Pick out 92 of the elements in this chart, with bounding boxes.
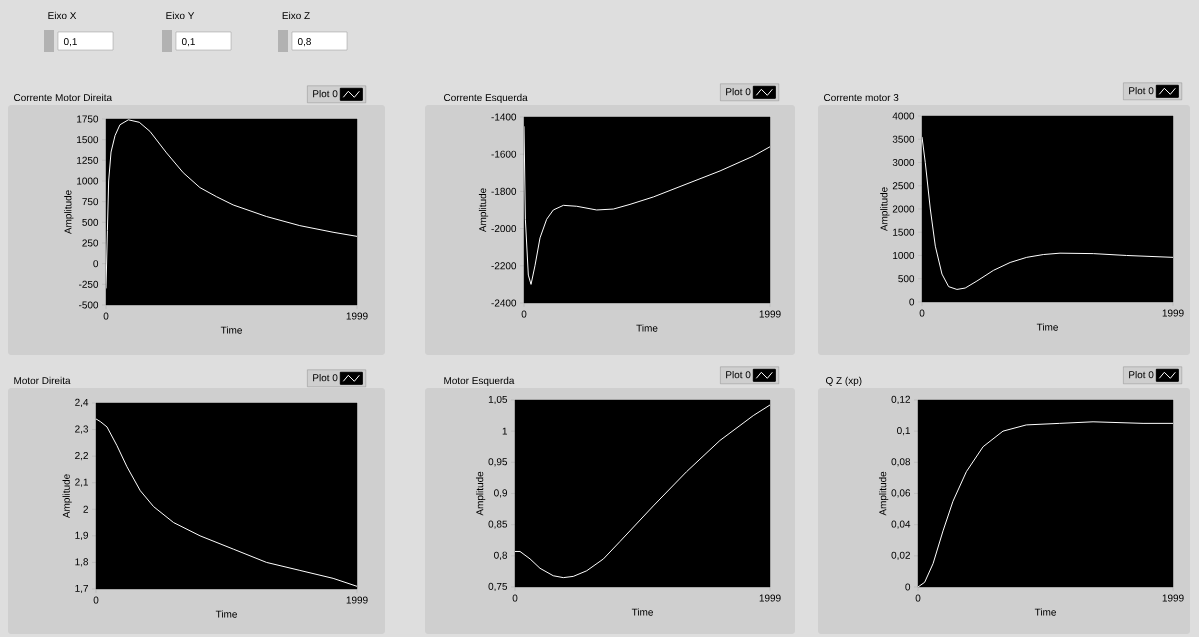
x-tick-label: 1999 [1162,309,1184,317]
y-tick-label: 0,9 [494,489,508,498]
x-axis-title: Time [631,608,653,616]
chart-title: Motor Esquerda [444,376,515,387]
text: Eixo Y [166,11,195,20]
y-axis-title: Amplitude [878,471,889,516]
x-axis-title: Time [636,324,658,332]
chart-title: Q Z (xp) [825,376,862,387]
legend-label: Plot 0 [1129,86,1154,95]
y-tick-label: 0,75 [488,582,508,592]
y-tick-label: 0 [909,298,915,306]
y-tick-label: 0 [905,583,911,591]
x-axis-title: Time [220,326,242,334]
line-series [918,421,1174,587]
y-tick-label: -2000 [491,225,517,233]
y-tick-label: 750 [82,198,99,206]
x-tick-label: 1999 [1162,594,1184,602]
text: Eixo Z [282,11,310,20]
text: 0,1 [63,38,77,47]
y-tick-label: 2,3 [75,425,89,434]
y-axis-title: Amplitude [478,188,489,233]
text: Eixo X [48,11,77,20]
y-tick-label: 0,85 [488,520,508,529]
y-tick-label: 250 [82,239,99,247]
y-tick-label: 1500 [893,228,915,236]
y-tick-label: 3000 [892,158,915,167]
x-tick-label: 0 [915,594,921,602]
y-tick-label: -500 [78,301,99,309]
y-tick-label: 0,02 [891,551,910,560]
y-tick-label: -2200 [491,262,517,270]
x-tick-label: 1999 [346,596,368,604]
y-tick-label: 500 [898,275,915,283]
x-tick-label: 0 [521,310,527,318]
x-tick-label: 1999 [759,310,781,318]
y-tick-label: 1,7 [75,584,88,594]
y-tick-label: 2000 [892,205,915,213]
y-tick-label: 2 [83,505,88,513]
chart-title: Motor Direita [14,376,71,385]
y-tick-label: 4000 [892,112,915,120]
y-tick-label: 1000 [893,251,915,260]
y-tick-label: 2,4 [75,398,89,408]
y-axis-title: Amplitude [880,187,890,232]
legend-label: Plot 0 [726,87,751,96]
line-series [922,136,1174,290]
y-tick-label: 1 [502,427,508,435]
x-tick-label: 1999 [759,594,781,602]
y-tick-label: 0 [93,260,99,268]
y-tick-label: 1250 [77,156,99,164]
y-tick-label: 1,9 [75,531,89,540]
x-axis-title: Time [215,610,237,618]
y-tick-label: 0,06 [891,489,911,498]
line-series [515,404,771,579]
legend-label: Plot 0 [726,370,751,379]
line-series [106,119,358,289]
y-tick-label: -250 [78,280,99,288]
y-tick-label: -1800 [491,187,517,195]
y-tick-label: 0,08 [891,458,911,467]
line-series [96,418,358,587]
y-tick-label: 500 [82,218,99,226]
y-tick-label: 3500 [892,135,915,143]
chart-title: Corrente Motor Direita [14,93,113,102]
y-tick-label: -1400 [491,113,517,121]
legend-label: Plot 0 [1129,370,1154,379]
y-tick-label: 0,8 [494,551,508,560]
y-tick-label: 0,04 [891,520,911,529]
y-tick-label: 1000 [77,177,99,185]
x-tick-label: 1999 [346,312,368,320]
y-tick-label: 1,05 [488,395,508,405]
y-tick-label: 1,8 [75,558,89,567]
legend-label: Plot 0 [313,373,338,382]
y-tick-label: 0,95 [488,458,508,467]
legend-label: Plot 0 [313,89,338,98]
x-tick-label: 0 [103,312,109,320]
text: 0,8 [297,38,311,47]
y-tick-label: 1750 [77,115,99,123]
y-axis-title: Amplitude [475,471,486,516]
x-tick-label: 0 [919,309,925,317]
y-tick-label: 0,12 [891,395,910,405]
x-axis-title: Time [1036,323,1058,331]
y-tick-label: 0,1 [897,427,911,436]
chart-title: Corrente motor 3 [824,94,899,102]
y-tick-label: 2,2 [75,452,88,461]
y-tick-label: 2,1 [75,478,89,487]
y-tick-label: -1600 [491,150,517,158]
y-axis-title: Amplitude [64,190,74,235]
text: 0,1 [181,38,195,47]
y-tick-label: 1500 [77,136,99,144]
y-tick-label: -2400 [491,299,517,307]
y-axis-title: Amplitude [62,474,72,519]
x-axis-title: Time [1034,608,1056,616]
chart-title: Corrente Esquerda [444,93,528,104]
y-tick-label: 2500 [892,182,915,190]
